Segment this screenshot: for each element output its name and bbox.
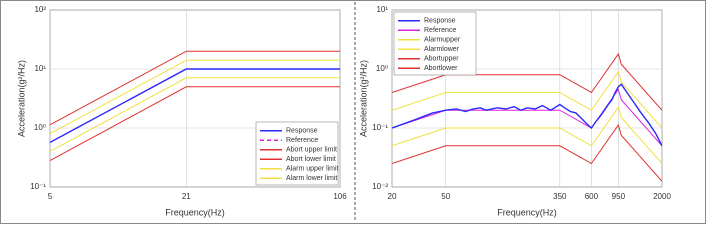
series-line	[50, 59, 340, 135]
series-line	[50, 50, 340, 126]
series-line	[392, 123, 662, 182]
x-tick-label: 600	[585, 192, 599, 201]
legend-label: Response	[424, 18, 456, 25]
legend-box	[393, 11, 477, 76]
legend-label: Abortlower	[424, 65, 458, 72]
page: {"chart_data": [ {"type": "line", "xlabe…	[0, 0, 706, 224]
y-tick-label: 10¹	[376, 5, 388, 14]
x-tick-label: 950	[612, 192, 626, 201]
y-tick-label: 10²	[34, 5, 46, 14]
x-tick-label: 2000	[653, 192, 671, 201]
y-tick-label: 10⁰	[376, 64, 388, 73]
y-axis-title: Acceleration(g²/Hz)	[16, 60, 26, 137]
y-tick-label: 10⁻¹	[30, 182, 46, 191]
series-line	[50, 86, 340, 162]
y-axis-title: Acceleration(g²/Hz)	[358, 60, 368, 137]
x-tick-label: 106	[333, 192, 347, 201]
x-axis-title: Frequency(Hz)	[497, 207, 557, 217]
legend-box	[255, 121, 339, 186]
legend-label: Response	[286, 128, 318, 135]
legend-label: Alarmupper	[424, 37, 461, 44]
series-line	[50, 68, 340, 144]
series-line	[392, 70, 662, 129]
y-tick-label: 10⁻²	[372, 182, 388, 191]
series-line	[392, 106, 662, 164]
legend-label: Abort lower limit	[286, 156, 336, 163]
y-tick-label: 10⁻¹	[372, 123, 388, 132]
x-tick-label: 21	[182, 192, 191, 201]
legend-label: Alarmlower	[424, 46, 460, 53]
legend-label: Reference	[286, 137, 318, 144]
legend-label: Abortupper	[424, 56, 459, 63]
legend-label: Alarm upper limit	[286, 166, 339, 173]
x-axis-title: Frequency(Hz)	[165, 207, 225, 217]
x-tick-label: 5	[48, 192, 53, 201]
x-tick-label: 350	[553, 192, 567, 201]
y-tick-label: 10¹	[34, 64, 46, 73]
figure: 5 21 106 10⁻¹ 10⁰ 10¹ 10² Frequency(Hz) Accelera…	[0, 0, 706, 224]
x-tick-label: 50	[441, 192, 450, 201]
series-line	[50, 77, 340, 152]
legend-label: Reference	[424, 27, 456, 34]
legend-label: Abort upper limit	[286, 147, 337, 154]
y-tick-label: 10⁰	[34, 123, 46, 132]
series-line	[392, 83, 662, 147]
x-tick-label: 20	[388, 192, 397, 201]
legend-label: Alarm lower limit	[286, 175, 337, 182]
